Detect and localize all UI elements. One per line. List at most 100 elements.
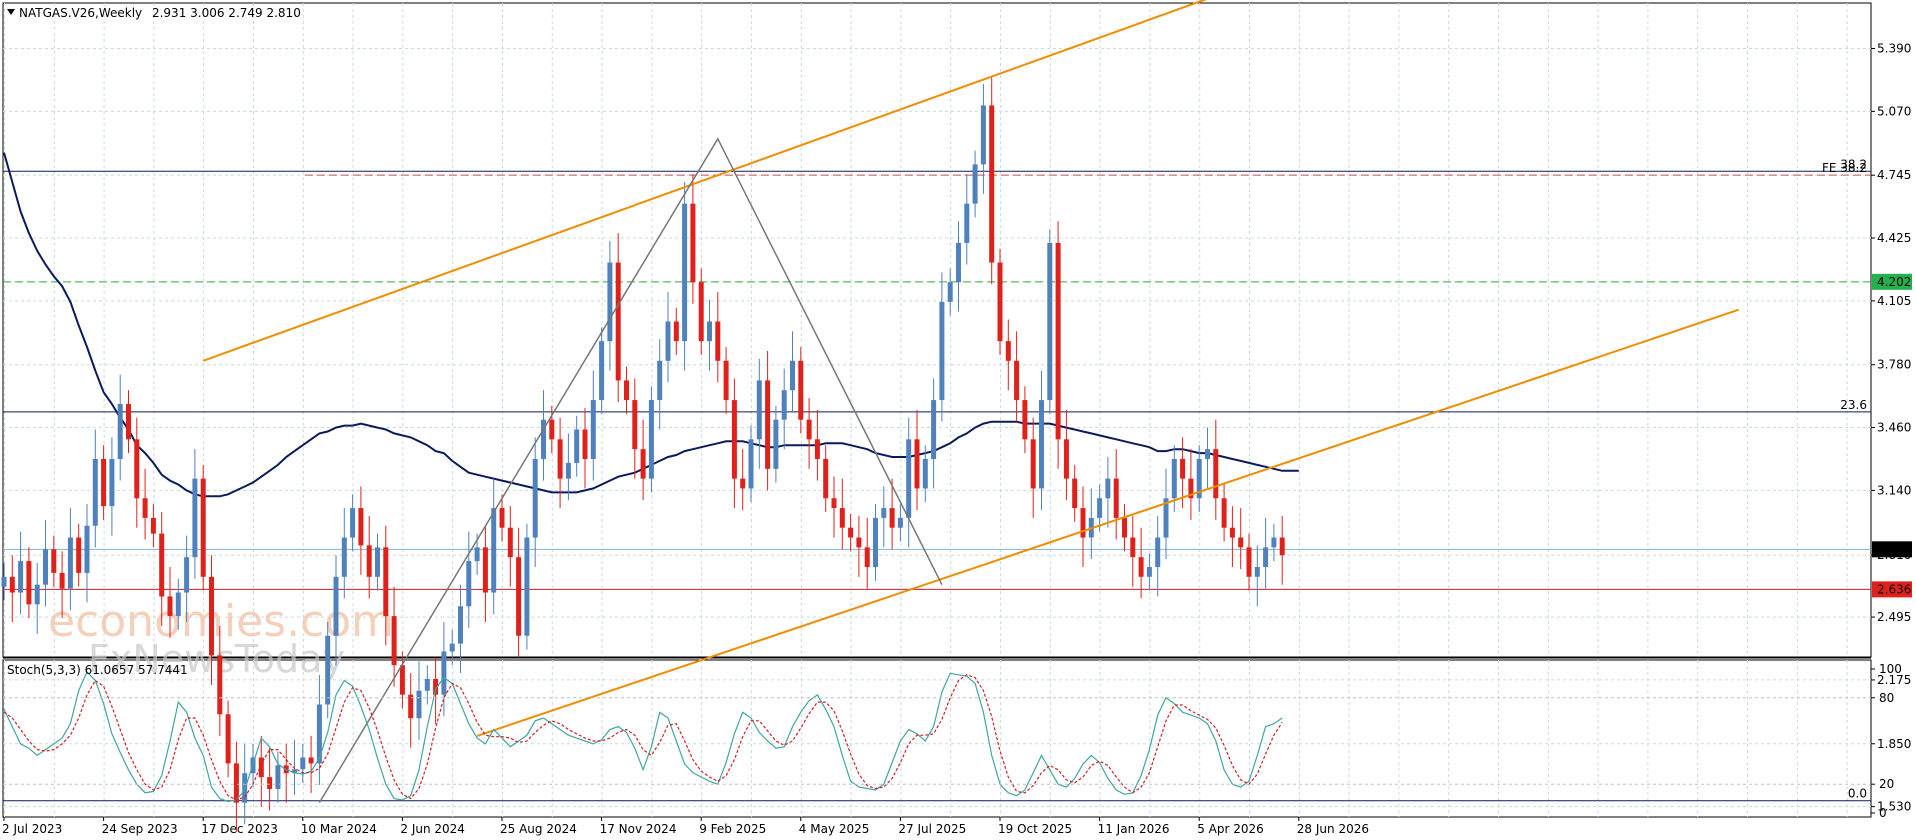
ohlc-values: 2.931 3.006 2.749 2.810 [152,6,301,20]
candle-bull [972,164,978,204]
candle-bear [798,360,804,420]
level-label: 0.0 [1848,787,1867,801]
candle-bear [814,439,820,459]
candle-bull [117,403,123,459]
candle-bear [765,380,771,469]
candle-bear [167,596,173,617]
candle-bull [682,203,688,342]
candle-bull [449,643,455,652]
candle-bull [648,400,654,479]
price-badges: 4.202 2.810 2.636 [1872,273,1912,598]
candle-bear [1122,517,1127,538]
price-tick-label: 4.745 [1877,168,1911,182]
candle-bull [333,576,339,636]
candle-bear [499,508,505,528]
candle-bear [516,557,522,636]
candle-bear [383,547,389,617]
candle-bull [184,557,190,593]
candle-bear [632,400,638,450]
candle-bear [267,777,273,789]
candle-bull [773,419,779,469]
candle-bear [200,478,206,577]
candle-bull [84,525,90,573]
candle-bull [1155,537,1161,567]
candle-bear [723,360,729,401]
candle-bull [748,439,754,489]
time-tick-label: 2 Jun 2024 [400,822,465,836]
price-axis: 5.390 5.070 4.745 4.425 4.105 3.780 3.460 3.140… [1871,42,1911,814]
collapse-triangle-icon[interactable] [7,9,15,15]
candle-bear [549,419,555,440]
candle-bull [947,282,953,302]
level-label: 23.6 [1840,398,1867,412]
candle-bull [175,592,181,617]
candle-bear [308,757,314,764]
candle-bull [1205,449,1210,459]
candle-bull [657,360,663,401]
price-badge [1872,581,1912,598]
candle-bear [914,439,920,489]
candle-bull [43,549,48,585]
candle-bull [1263,547,1269,567]
candle-bear [1022,400,1028,440]
candle-bull [1,576,7,587]
candle-bear [997,262,1003,342]
stoch-tick-label: 100 [1879,662,1902,676]
candle-bear [507,527,513,558]
level-label: 38.2 [1840,157,1867,171]
candle-bull [1171,458,1177,499]
candle-bear [1188,478,1194,499]
watermark-sub: FxNewsToday [88,637,345,681]
candle-bear [209,576,214,656]
candle-bull [939,301,945,401]
candle-bull [1039,400,1044,489]
time-tick-label: 4 May 2025 [799,822,870,836]
candle-bull [491,508,497,593]
time-tick-label: 10 Mar 2024 [301,822,377,836]
price-badge [1872,273,1912,290]
price-tick-label: 4.105 [1877,294,1911,308]
level-label: FE 38.2 [1822,161,1867,175]
price-tick-label: 2.175 [1877,673,1911,687]
candle-bear [690,203,696,283]
candle-bear [839,508,845,528]
stoch-tick-label: 80 [1879,691,1894,705]
channel-line [202,0,1207,362]
candle-bear [864,547,870,567]
candle-bull [1097,498,1103,518]
stoch-tick-label: 0 [1879,806,1887,820]
candle-bear [142,498,148,518]
candle-bull [873,517,878,567]
time-tick-label: 17 Dec 2023 [201,822,278,836]
candle-bull [350,508,356,538]
price-tick-label: 1.850 [1877,737,1911,751]
candle-bull [1196,458,1202,499]
main-panel-frame [2,2,1872,658]
zigzag-line [318,137,943,804]
candle-bear [698,282,704,342]
candle-bear [1005,341,1011,361]
price-badge-label: 2.636 [1877,582,1911,596]
candle-bear [731,400,737,479]
price-badge [1872,541,1912,558]
candle-bull [18,561,24,593]
candle-bear [673,321,679,342]
time-tick-label: 28 Jun 2026 [1297,822,1369,836]
time-axis: 2 Jul 2023 24 Sep 2023 17 Dec 2023 10 Mar 2… [2,817,1369,836]
stochastic [3,670,1871,803]
candle-bear [26,561,32,605]
candle-bull [1163,498,1169,538]
price-tick-label: 2.495 [1877,610,1911,624]
time-tick-label: 2 Jul 2023 [2,822,62,836]
candle-bear [1180,458,1186,479]
candle-bull [416,690,422,719]
candle-bear [358,508,364,546]
candle-bear [715,321,721,361]
price-tick-label: 5.070 [1877,104,1911,118]
candle-bear [806,419,812,440]
candle-bull [532,458,538,538]
trend-overlays [202,0,1740,804]
candle-bull [956,242,961,283]
time-tick-label: 9 Feb 2025 [699,822,766,836]
candle-bear [433,678,439,695]
